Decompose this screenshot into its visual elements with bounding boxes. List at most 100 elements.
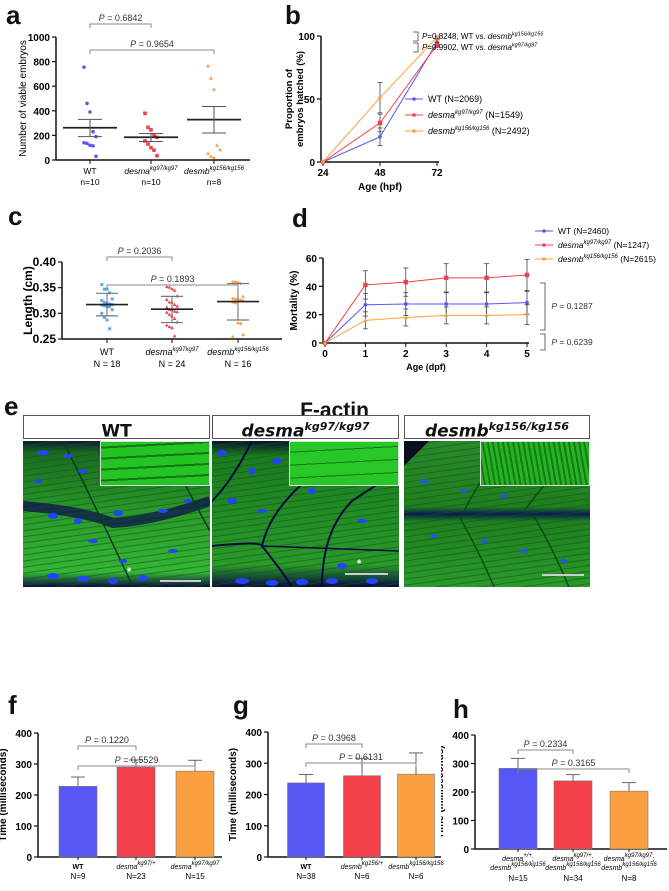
c-y-tick-label: 0.30: [33, 306, 57, 320]
d-point: [444, 313, 449, 317]
a-comparison-1-bracket: [89, 23, 152, 28]
c-point-wt: [108, 327, 112, 331]
a-point-desmb: [212, 155, 216, 160]
c-point-desma: [165, 305, 169, 309]
b-y-label-1: Proportion of: [284, 68, 295, 129]
d-x-tick-label: 0: [322, 349, 328, 360]
f-y-tick-label: 200: [15, 791, 32, 802]
d-point: [444, 275, 449, 281]
c-x-n-label: N = 16: [225, 359, 252, 369]
c-point-desma: [175, 309, 179, 314]
b-annotation-bracket: [413, 31, 419, 42]
c-point-wt: [102, 301, 106, 305]
a-point-wt: [94, 154, 98, 159]
c-comparison-1-label: P = 0.2036: [118, 246, 162, 256]
f-bar: [116, 766, 156, 858]
a-point-desma: [143, 139, 147, 143]
b-annotation-label: P=0.8248, WT vs. desmbkg156/kg156: [422, 32, 544, 42]
d-y-tick-label: 60: [306, 254, 318, 265]
micrograph-desmb: [404, 441, 590, 587]
b-point: [321, 160, 325, 164]
d-point: [363, 318, 368, 322]
d-point: [323, 341, 327, 345]
a-x-tick-label: desmakg97/kg97: [124, 166, 178, 176]
g-y-tick-label: 0: [256, 853, 262, 864]
d-point: [524, 272, 530, 278]
a-y-label: Number of viable embryos: [18, 40, 29, 157]
c-point-desmb: [241, 333, 245, 337]
h-x-n-label: N=15: [508, 874, 528, 883]
c-x-n-label: N = 24: [159, 359, 186, 369]
c-point-wt: [105, 287, 109, 291]
a-y-tick-label: 0: [44, 156, 50, 167]
d-y-tick-label: 40: [306, 282, 318, 293]
c-comparison-1-bracket: [106, 256, 173, 261]
d-point: [363, 282, 368, 288]
d-legend-marker: [542, 243, 546, 247]
c-point-desma: [170, 325, 174, 330]
d-legend-label: desmbkg156/kg156 (N=2615): [558, 254, 656, 264]
d-point: [525, 312, 529, 317]
c-point-desma: [172, 288, 177, 292]
h-comparison-1-label: P = 0.2334: [524, 739, 568, 749]
g-bar: [287, 782, 325, 858]
chart-g-time: 0 100 200 300 400 Time (milliseconds) WTN=38 de…: [228, 728, 444, 881]
b-annotation-bracket: [413, 42, 419, 53]
c-point-desma: [165, 310, 169, 314]
a-x-n-label: n=10: [80, 177, 99, 187]
c-point-desma: [165, 284, 169, 289]
c-x-n-label: N = 18: [94, 359, 121, 369]
c-point-wt: [108, 305, 112, 309]
chart-d-mortality: 0 20 40 60 0 1 2 3 4 5 Age (dpf) Mortality (%) WT (N…: [289, 226, 656, 372]
b-x-label: Age (hpf): [358, 182, 402, 193]
g-y-tick-label: 100: [245, 822, 262, 833]
d-annotation-bracket: [540, 333, 546, 351]
a-point-desma: [152, 133, 156, 138]
a-point-desma: [149, 128, 153, 132]
f-y-tick-label: 0: [26, 853, 32, 864]
g-x-n-label: N=6: [409, 872, 424, 881]
d-point: [484, 302, 489, 306]
g-comparison-2-bracket: [305, 762, 417, 767]
chart-h-time: 0 100 200 300 400 Time (milliseconds) desma+/+…: [441, 731, 667, 883]
c-point-wt: [100, 283, 104, 287]
d-annotation-label-1: P = 0.1287: [551, 301, 593, 311]
b-legend-label: desmakg97/kg97 (N=1549): [428, 110, 523, 120]
h-y-tick-label: 0: [463, 845, 469, 856]
a-point-desmb: [218, 147, 222, 152]
chart-f-time: 0 100 200 300 400 Time (milliseconds) WTN=9 des…: [0, 729, 222, 881]
c-point-desmb: [239, 322, 243, 326]
d-y-label: Mortality (%): [289, 271, 300, 331]
g-y-tick-label: 400: [245, 728, 262, 739]
f-x-tick-label: desmakg97/+: [116, 861, 156, 871]
micrograph-desma-inset: [289, 441, 399, 486]
b-legend-label: desmbkg156/kg156 (N=2492): [428, 126, 530, 136]
a-point-desmb: [215, 143, 219, 147]
b-y-label-2: embryos hatched (%): [295, 51, 306, 147]
micrograph-label-desma: desmakg97/kg97: [212, 415, 399, 442]
c-point-desma: [167, 324, 172, 329]
d-point: [403, 315, 408, 320]
f-comparison-2-bracket: [77, 765, 196, 770]
a-point-desma: [149, 145, 153, 150]
c-point-desma: [167, 312, 172, 316]
h-x-n-label: N=34: [563, 874, 583, 883]
a-point-wt: [91, 129, 95, 134]
c-point-desma: [165, 323, 169, 327]
h-x-tick-label: desmakg97/kg97;: [604, 853, 655, 863]
d-x-label: Age (dpf): [406, 362, 446, 372]
a-point-desmb: [206, 63, 210, 68]
panel-letter-c: c: [8, 201, 23, 231]
a-comparison-1-label: P = 0.6842: [99, 13, 143, 23]
b-legend-marker: [412, 97, 416, 101]
c-point-desma: [172, 302, 177, 307]
micrograph-label-wt: WT: [23, 415, 210, 442]
c-point-wt: [105, 318, 109, 322]
c-point-desma: [172, 316, 177, 320]
g-x-tick-label: desmbkg156/+: [341, 861, 384, 871]
h-y-tick-label: 400: [452, 731, 469, 742]
h-x-tick-label-2: desmbkg156/kg156: [545, 862, 601, 872]
c-point-desmb: [241, 295, 245, 299]
b-legend-label: WT (N=2069): [428, 94, 482, 104]
h-y-tick-label: 300: [452, 760, 469, 771]
